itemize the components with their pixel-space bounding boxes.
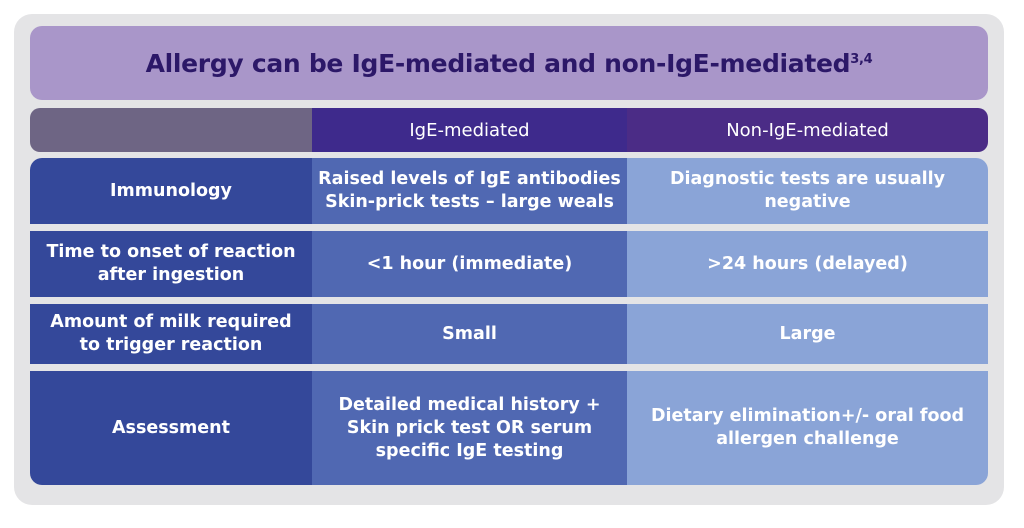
table-body: Immunology Raised levels of IgE antibodie…: [30, 158, 988, 485]
cell-text: Raised levels of IgE antibodies: [318, 169, 621, 189]
header-cell: IgE-mediated: [312, 108, 627, 152]
cell-text: allergen challenge: [716, 429, 899, 449]
cell-text: Small: [442, 323, 497, 344]
table-cell: Dietary elimination+/- oral food allergen…: [627, 371, 988, 485]
cell-text: Amount of milk required: [50, 312, 292, 332]
title: Allergy can be IgE-mediated and non-IgE-…: [145, 48, 851, 78]
header-text: IgE-mediated: [409, 119, 530, 141]
row-label-cell: Assessment: [30, 371, 312, 485]
row-label-cell: Time to onset of reaction after ingestion: [30, 231, 312, 297]
table-row: Immunology Raised levels of IgE antibodie…: [30, 158, 988, 224]
table-row: Assessment Detailed medical history + Skin…: [30, 371, 988, 485]
cell-text: Time to onset of reaction: [46, 242, 296, 262]
table-row: Time to onset of reaction after ingestion…: [30, 231, 988, 297]
cell-text: specific IgE testing: [375, 440, 564, 461]
cell-text: Dietary elimination+/- oral food: [650, 406, 965, 426]
table-cell: Large: [627, 304, 988, 364]
title-bar: Allergy can be IgE-mediated and non-IgE-…: [30, 26, 988, 100]
header-row: IgE-mediated Non-IgE-mediated: [30, 108, 988, 152]
cell-text: Detailed medical history +: [338, 394, 601, 415]
header-text: Non-IgE-mediated: [726, 119, 889, 141]
cell-text: Large: [779, 323, 836, 344]
row-label-cell: Immunology: [30, 158, 312, 224]
cell-text: Diagnostic tests are usually negative: [669, 169, 946, 212]
title-reference: 3,4: [850, 51, 873, 67]
cell-text: Assessment: [111, 417, 230, 438]
table-cell: Small: [312, 304, 627, 364]
cell-text: after ingestion: [97, 265, 245, 285]
table-cell: >24 hours (delayed): [627, 231, 988, 297]
table-cell: Raised levels of IgE antibodies Skin-pric…: [312, 158, 627, 224]
row-label-cell: Amount of milk required to trigger reacti…: [30, 304, 312, 364]
cell-text: Skin-prick tests – large weals: [325, 192, 614, 212]
cell-text: <1 hour (immediate): [366, 253, 573, 274]
cell-text: >24 hours (delayed): [707, 253, 908, 274]
cell-text: Immunology: [110, 180, 232, 201]
cell-text: to trigger reaction: [79, 335, 263, 355]
cell-text: Skin prick test OR serum: [346, 417, 593, 438]
table-cell: Diagnostic tests are usually negative: [627, 158, 988, 224]
table-row: Amount of milk required to trigger reacti…: [30, 304, 988, 364]
header-cell: Non-IgE-mediated: [627, 108, 988, 152]
header-empty-cell: [30, 108, 312, 152]
table-cell: <1 hour (immediate): [312, 231, 627, 297]
table-cell: Detailed medical history + Skin prick tes…: [312, 371, 627, 485]
